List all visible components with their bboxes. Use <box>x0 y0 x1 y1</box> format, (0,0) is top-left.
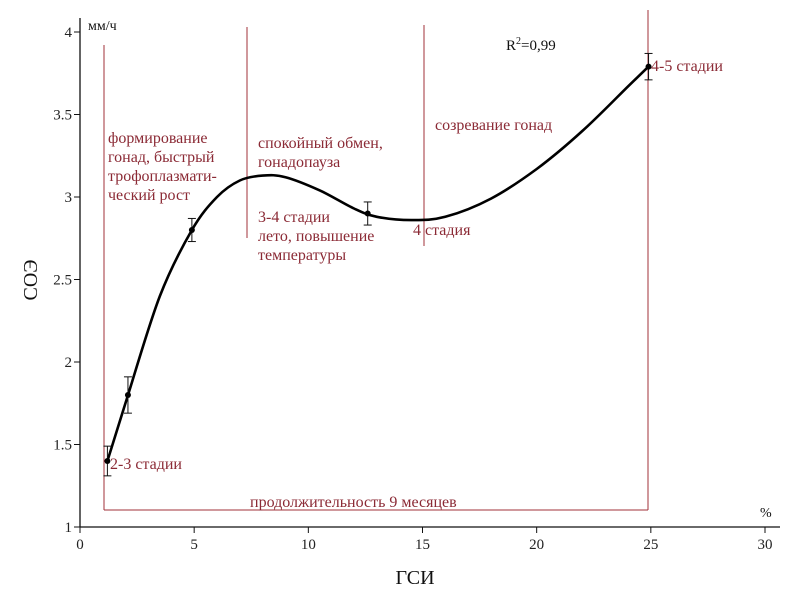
annotation-line: температуры <box>258 247 346 264</box>
x-axis-title: ГСИ <box>395 567 434 589</box>
annotation-line: лето, повышение <box>258 228 374 245</box>
y-tick-label: 3.5 <box>53 108 72 124</box>
annotation-line: формирование <box>108 130 207 147</box>
x-tick-label: 15 <box>415 537 430 553</box>
y-tick-label: 2.5 <box>53 273 72 289</box>
annotation-label: продолжительность 9 месяцев <box>250 494 457 511</box>
annotation-line: 2-3 стадии <box>110 456 182 473</box>
x-tick-label: 5 <box>190 537 198 553</box>
period-guides <box>103 10 649 511</box>
annotation-label: 4-5 стадии <box>651 58 723 75</box>
x-tick-label: 25 <box>643 537 658 553</box>
r-squared-value: =0,99 <box>521 38 556 54</box>
annotation-label: спокойный обмен, гонадопауза <box>258 135 383 171</box>
annotation-line: 3-4 стадии <box>258 209 330 226</box>
ticks: 0 5 10 15 20 25 30 1 1.5 2 2.5 3 3.5 4 <box>53 25 772 553</box>
data-point-group <box>644 52 653 81</box>
data-point <box>104 458 111 464</box>
annotation-label: 2-3 стадии <box>110 456 182 473</box>
annotation-label: формирование гонад, быстрый трофоплазмати-… <box>108 130 217 204</box>
annotation-label: созревание гонад <box>435 117 552 134</box>
annotation-line: гонад, быстрый <box>108 149 215 166</box>
y-tick-label: 3 <box>65 190 73 206</box>
x-tick-label: 20 <box>529 537 544 553</box>
annotation-label: 3-4 стадии лето, повышение температуры <box>258 209 374 264</box>
data-point <box>188 227 195 233</box>
r-squared-prefix: R <box>506 38 516 54</box>
data-point <box>645 63 652 70</box>
x-tick-label: 30 <box>758 537 773 553</box>
annotation-line: продолжительность 9 месяцев <box>250 494 457 511</box>
annotation-line: ческий рост <box>108 187 190 204</box>
r-squared-exponent: 2 <box>516 36 521 47</box>
annotation-line: созревание гонад <box>435 117 552 134</box>
annotation-labels: формирование гонад, быстрый трофоплазмати-… <box>108 58 723 511</box>
data-point-group <box>187 217 196 243</box>
y-tick-label: 1.5 <box>53 438 72 454</box>
annotation-line: трофоплазмати- <box>108 168 217 185</box>
fit-curve <box>106 65 650 462</box>
data-point-group <box>363 201 372 226</box>
r-squared-label: R2=0,99 <box>506 36 556 54</box>
data-point-group <box>123 376 132 414</box>
x-tick-label: 0 <box>76 537 84 553</box>
data-point <box>124 392 131 398</box>
data-point <box>364 210 371 217</box>
x-tick-label: 10 <box>301 537 316 553</box>
annotation-label: 4 стадия <box>413 222 471 239</box>
annotation-line: 4-5 стадии <box>651 58 723 75</box>
data-point-group <box>103 445 112 477</box>
annotation-line: гонадопауза <box>258 154 340 171</box>
axes <box>79 18 780 528</box>
data-points-layer <box>103 52 653 477</box>
y-tick-label: 2 <box>65 355 73 371</box>
annotation-line: 4 стадия <box>413 222 471 239</box>
y-axis-title: СОЭ <box>20 260 42 301</box>
x-axis-unit: % <box>760 506 772 521</box>
y-tick-label: 1 <box>65 520 73 536</box>
annotation-line: спокойный обмен, <box>258 135 383 152</box>
fit-curve-layer <box>106 65 650 462</box>
y-tick-label: 4 <box>65 25 73 41</box>
y-axis-unit: мм/ч <box>88 19 117 34</box>
